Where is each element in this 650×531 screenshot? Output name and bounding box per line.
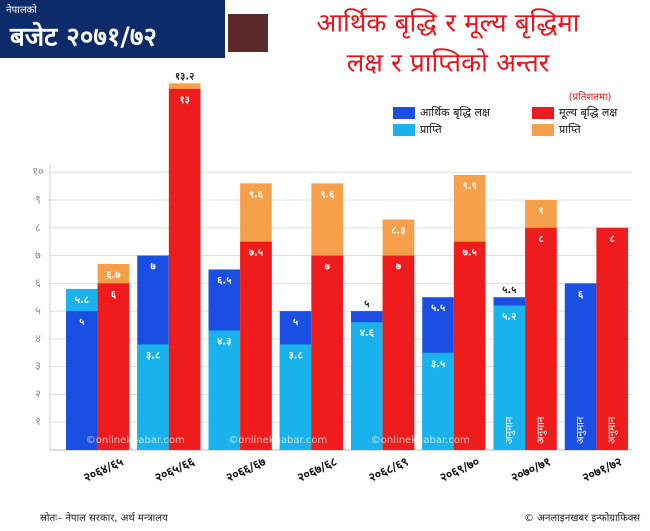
legend-label: प्राप्ति (420, 123, 442, 136)
bar (97, 283, 130, 450)
value-label: ९.९ (463, 181, 477, 192)
y-tick-label: ७ (35, 249, 41, 262)
y-tick-label: ६ (35, 276, 41, 289)
value-label: ३.८ (288, 350, 302, 361)
value-label: ३.५ (431, 359, 445, 370)
y-tick-label: ८ (35, 221, 41, 234)
chart-title: लक्ष र प्राप्तिको अन्तर (347, 48, 551, 79)
legend-label: प्राप्ति (559, 123, 581, 136)
credit: © अनलाइनखबर इन्फोग्राफिक्स (524, 512, 640, 524)
estimate-note: अनुमान (504, 416, 515, 444)
bar (382, 255, 415, 450)
y-tick-label: २ (35, 387, 41, 400)
estimate-note: अनुमान (576, 416, 587, 444)
value-label: ६ (578, 289, 584, 300)
value-label: ५.५ (502, 285, 516, 296)
banner-title: बजेट २०७१/७२ (9, 22, 157, 53)
legend-label: आर्थिक बृद्धि लक्ष (420, 106, 491, 119)
bar (240, 241, 272, 450)
y-tick-label: १० (32, 165, 44, 178)
source: स्रोतः– नेपाल सरकार, अर्थ मन्त्रालय (40, 512, 168, 524)
value-label: ५.२ (502, 312, 516, 323)
value-label: ९.६ (249, 189, 264, 200)
value-label: ५ (364, 299, 369, 310)
value-label: १३ (179, 95, 189, 106)
bar (493, 305, 526, 450)
bar (422, 352, 454, 450)
bar (564, 283, 597, 450)
y-tick-label: ९ (35, 193, 41, 206)
value-label: ७ (325, 262, 331, 273)
value-label: ७.५ (249, 248, 263, 259)
bar (168, 88, 201, 450)
banner (0, 0, 225, 58)
value-label: ४.३ (217, 337, 231, 348)
value-label: ७ (150, 262, 156, 273)
value-label: ४.६ (360, 328, 375, 339)
legend-swatch (393, 107, 415, 119)
value-label: ५.५ (431, 303, 445, 314)
value-label: ५.८ (75, 295, 89, 306)
bar (525, 227, 557, 450)
chart-title: आर्थिक बृद्धि र मूल्य बृद्धिमा (316, 8, 580, 40)
bar (208, 330, 241, 450)
bar (66, 311, 98, 450)
legend-swatch (532, 124, 554, 136)
value-label: ६.७ (106, 270, 121, 281)
value-label: ८.३ (391, 225, 405, 236)
value-label: १३.२ (175, 71, 194, 82)
value-label: ६.५ (217, 275, 231, 286)
bar (311, 255, 343, 450)
watermark: ©onlinekhabar.com (371, 435, 470, 446)
banner-kicker: नेपालको (6, 4, 37, 16)
legend-swatch (532, 107, 554, 119)
value-label: ३.८ (146, 350, 160, 361)
unit-label: (प्रतिशतमा) (569, 91, 612, 103)
value-label: ७.५ (463, 248, 477, 259)
value-label: ९ (538, 206, 543, 217)
value-label: ७ (396, 262, 402, 273)
legend-label: मूल्य बृद्धि लक्ष (559, 106, 618, 120)
y-tick-label: ४ (35, 332, 41, 345)
estimate-note: अनुमान (536, 416, 547, 444)
bar (137, 344, 169, 450)
watermark: ©onlinekhabar.com (86, 435, 185, 446)
y-tick-label: ५ (35, 304, 41, 317)
bar (596, 227, 628, 450)
bar (279, 344, 312, 450)
value-label: ८ (538, 234, 543, 245)
value-label: ६ (111, 289, 117, 300)
banner-icon (228, 14, 268, 52)
value-label: ५ (293, 317, 298, 328)
watermark: ©onlinekhabar.com (228, 435, 327, 446)
value-label: ५ (79, 317, 84, 328)
legend-swatch (393, 124, 415, 136)
bar (453, 241, 486, 450)
value-label: ९.६ (320, 189, 335, 200)
y-tick-label: १ (35, 415, 41, 428)
estimate-note: अनुमान (607, 416, 618, 444)
y-tick-label: ३ (35, 360, 41, 373)
value-label: ८ (610, 234, 615, 245)
bar (351, 322, 383, 450)
